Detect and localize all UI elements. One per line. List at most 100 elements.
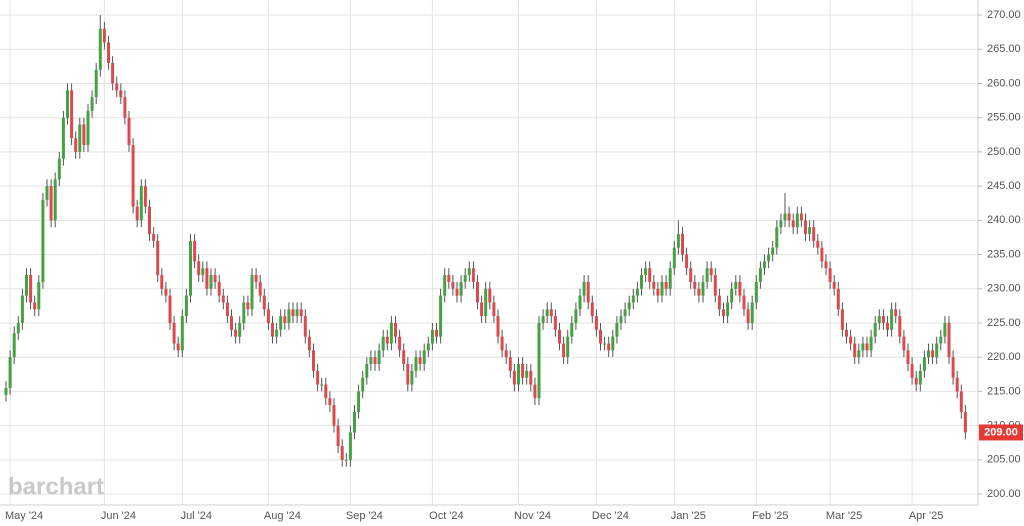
candle-body [553, 316, 557, 330]
x-tick-label: Jan '25 [671, 510, 706, 522]
candle-body [25, 275, 28, 296]
candle-body [119, 90, 123, 98]
candle-body [742, 295, 746, 310]
candle-body [865, 343, 869, 351]
candle-body [205, 268, 209, 289]
candle-body [435, 329, 438, 337]
candle-body [738, 281, 742, 296]
candle-body [86, 110, 90, 146]
candle-body [295, 309, 299, 317]
candle-body [656, 288, 660, 296]
candle-body [307, 336, 311, 351]
candle-body [254, 275, 258, 282]
candle-body [517, 364, 520, 385]
candle-body [357, 391, 361, 412]
candle-body [303, 316, 307, 337]
candle-body [590, 302, 594, 317]
candle-body [713, 275, 717, 296]
candle-body [697, 288, 701, 296]
candle-body [787, 213, 791, 221]
candle-body [799, 213, 803, 221]
candle-body [545, 309, 549, 317]
x-tick-label: May '24 [5, 510, 43, 522]
y-tick-label: 250.00 [987, 146, 1021, 158]
candle-body [234, 329, 238, 337]
candle-body [722, 309, 725, 317]
candle-body [959, 391, 963, 412]
candle-body [275, 329, 279, 337]
candle-body [406, 364, 410, 385]
y-tick-label: 215.00 [987, 385, 1021, 397]
y-tick-label: 240.00 [987, 214, 1021, 226]
candle-body [463, 275, 467, 282]
candle-body [266, 309, 270, 323]
y-tick-label: 205.00 [987, 454, 1021, 466]
y-tick-label: 270.00 [987, 9, 1021, 21]
candle-body [828, 268, 832, 282]
x-tick-label: Jun '24 [101, 510, 136, 522]
candle-body [730, 288, 734, 303]
y-tick-label: 265.00 [987, 43, 1021, 55]
candle-body [562, 343, 566, 358]
candle-body [225, 302, 229, 317]
candle-body [443, 275, 447, 296]
candle-body [845, 329, 848, 337]
y-tick-label: 225.00 [987, 317, 1021, 329]
candle-body [287, 309, 291, 323]
candle-body [652, 281, 656, 289]
candle-body [189, 240, 192, 296]
candle-body [943, 322, 947, 337]
x-tick-label: Aug '24 [264, 510, 301, 522]
candle-body [902, 336, 906, 351]
candle-body [123, 97, 127, 118]
candle-body [49, 186, 53, 221]
candle-body [418, 357, 422, 365]
grid-layer [0, 0, 978, 505]
candle-body [184, 295, 188, 317]
candle-body [951, 357, 955, 378]
candle-body [689, 268, 693, 282]
candle-body [369, 357, 373, 365]
candle-body [90, 97, 94, 111]
candle-body [877, 316, 881, 323]
candle-body [857, 350, 861, 358]
candle-body [316, 370, 320, 385]
candle-body [361, 377, 365, 392]
candle-body [217, 281, 221, 296]
candle-body [709, 268, 713, 276]
last-price-badge [979, 424, 1023, 441]
candle-body [328, 398, 332, 406]
candle-body [377, 350, 381, 365]
candle-body [279, 316, 283, 330]
candle-body [685, 254, 689, 269]
candle-body [53, 179, 57, 221]
candle-body [156, 240, 160, 276]
candle-body [664, 281, 668, 289]
candle-body [582, 281, 586, 296]
candle-body [213, 275, 217, 282]
candle-body [804, 220, 807, 235]
candle-body [291, 309, 295, 317]
candle-body [193, 240, 197, 262]
y-tick-label: 245.00 [987, 180, 1021, 192]
candle-body [578, 295, 582, 310]
candle-body [734, 281, 738, 289]
candle-body [172, 322, 176, 344]
candle-body [824, 261, 828, 269]
candle-body [504, 350, 508, 358]
candle-body [78, 124, 82, 152]
candle-body [881, 316, 885, 323]
candle-body [771, 247, 775, 255]
candle-body [143, 186, 147, 207]
candle-body [931, 350, 935, 358]
candle-body [886, 322, 889, 330]
candle-body [681, 234, 684, 255]
candle-body [894, 309, 898, 317]
x-tick-label: Nov '24 [514, 510, 551, 522]
candle-body [500, 336, 504, 351]
candle-body [98, 28, 102, 70]
candle-body [381, 336, 385, 351]
candle-body [340, 446, 344, 460]
candle-body [775, 227, 779, 248]
candle-body [164, 288, 168, 296]
